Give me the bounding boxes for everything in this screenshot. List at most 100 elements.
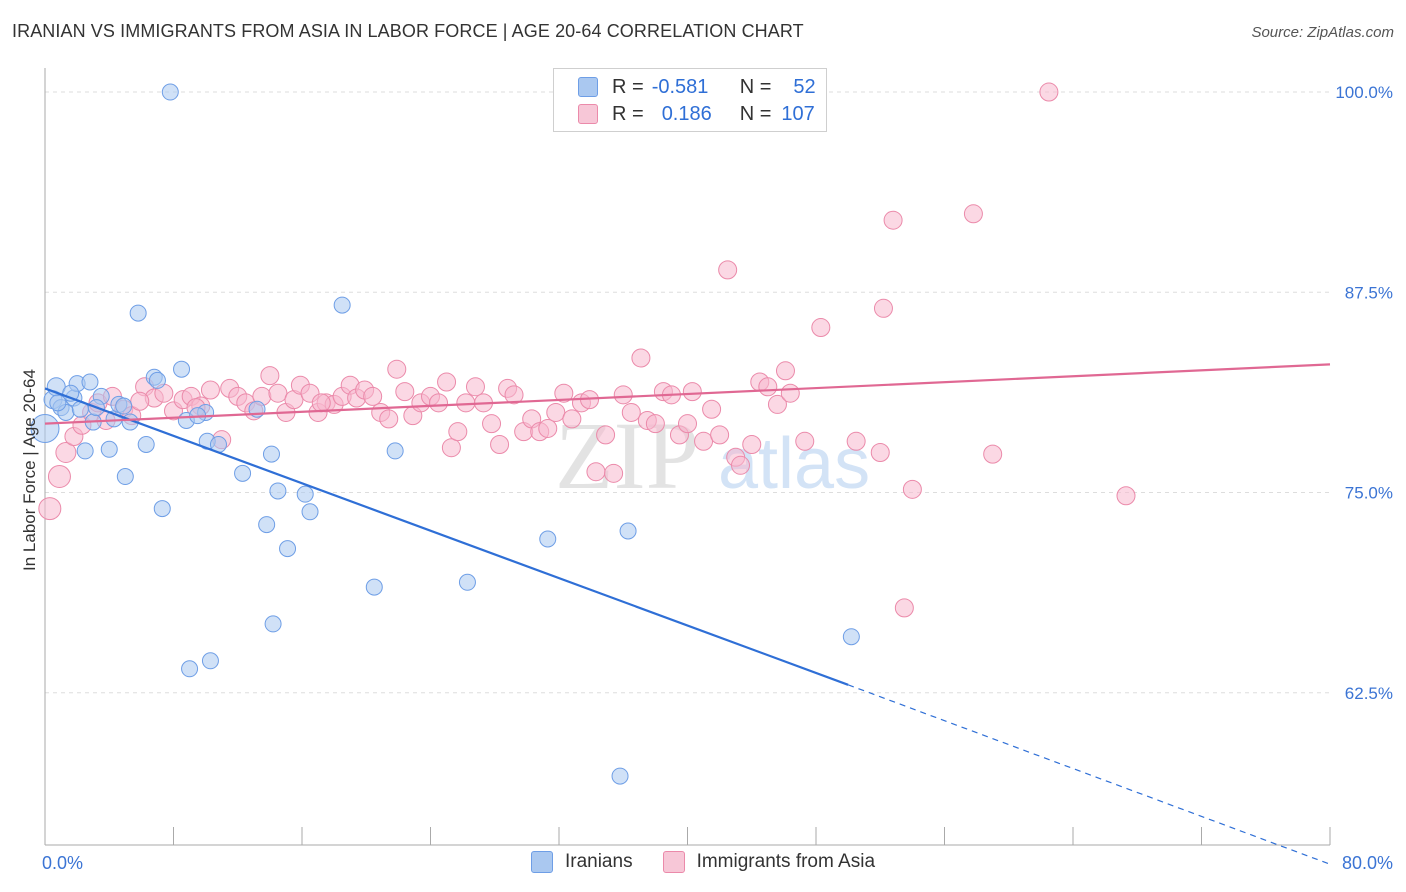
legend-swatch-asia: [662, 851, 685, 873]
legend-r-label: R =: [612, 75, 644, 98]
point-asia: [1116, 486, 1136, 506]
chart-title: IRANIAN VS IMMIGRANTS FROM ASIA IN LABOR…: [12, 21, 804, 41]
point-asia: [504, 385, 524, 405]
point-asia: [767, 394, 787, 414]
point-asia: [562, 409, 582, 429]
point-asia: [38, 497, 62, 521]
point-asia: [268, 383, 288, 403]
legend-item-iranians[interactable]: Iranians: [530, 851, 633, 873]
point-asia: [456, 393, 476, 413]
point-iranians: [30, 413, 60, 443]
legend-n-label: N =: [739, 75, 772, 98]
point-asia: [780, 383, 800, 403]
point-iranians: [153, 500, 171, 518]
point-asia: [873, 298, 893, 318]
point-asia: [47, 465, 71, 489]
point-asia: [731, 455, 751, 475]
point-asia: [870, 442, 890, 462]
y-tick-label: 100.0%: [1335, 83, 1393, 102]
point-iranians: [81, 373, 99, 391]
source-credit: Source: ZipAtlas.com: [1251, 24, 1394, 41]
point-asia: [448, 422, 468, 442]
point-asia: [846, 431, 866, 451]
point-iranians: [386, 442, 404, 460]
point-asia: [983, 444, 1003, 464]
point-asia: [894, 598, 914, 618]
point-asia: [437, 372, 457, 392]
point-asia: [554, 383, 574, 403]
point-asia: [482, 414, 502, 434]
legend-n-value: 107: [781, 102, 815, 125]
trend-line-asia: [44, 363, 1331, 425]
point-iranians: [148, 371, 166, 389]
point-asia: [429, 393, 449, 413]
point-iranians: [365, 578, 383, 596]
point-asia: [631, 348, 651, 368]
y-axis-label: In Labor Force | Age 20-64: [20, 369, 39, 571]
point-iranians: [842, 628, 860, 646]
point-iranians: [161, 83, 179, 101]
point-asia: [678, 414, 697, 434]
point-asia: [645, 414, 665, 434]
trend-line-iranians: [44, 387, 849, 686]
point-iranians: [264, 615, 282, 633]
legend-r-value: -0.581: [651, 75, 709, 98]
point-iranians: [262, 445, 280, 463]
point-iranians: [333, 296, 351, 314]
point-asia: [682, 382, 702, 402]
point-iranians: [539, 530, 557, 548]
point-asia: [775, 361, 795, 381]
point-asia: [613, 385, 633, 405]
point-asia: [811, 318, 831, 338]
point-asia: [621, 402, 641, 422]
point-asia: [883, 210, 903, 230]
point-asia: [902, 479, 922, 499]
point-iranians: [181, 660, 199, 678]
y-tick-label: 62.5%: [1345, 684, 1393, 703]
axes: [44, 68, 1331, 846]
point-iranians: [173, 360, 191, 378]
point-asia: [379, 409, 399, 429]
point-asia: [441, 438, 461, 458]
point-asia: [395, 382, 415, 402]
point-asia: [963, 204, 983, 224]
point-iranians: [296, 485, 314, 503]
point-iranians: [611, 767, 629, 785]
point-iranians: [116, 468, 134, 486]
point-asia: [130, 391, 150, 411]
point-asia: [200, 380, 220, 400]
point-asia: [465, 377, 485, 397]
legend-r-label: R =: [612, 102, 644, 125]
stats-legend: R = -0.581 N = 52 R = 0.186 N = 107: [553, 68, 827, 132]
point-asia: [604, 463, 624, 483]
point-asia: [586, 462, 606, 482]
point-iranians: [458, 573, 476, 591]
x-tick-label: 0.0%: [42, 853, 83, 873]
point-asia: [363, 386, 383, 406]
legend-row-iranians: R = -0.581 N = 52: [578, 74, 816, 100]
point-iranians: [129, 304, 147, 322]
legend-item-asia[interactable]: Immigrants from Asia: [662, 851, 876, 873]
point-iranians: [100, 440, 118, 458]
legend-r-value: 0.186: [661, 102, 712, 125]
y-tick-label: 75.0%: [1345, 484, 1393, 503]
point-asia: [1039, 82, 1059, 102]
point-asia: [260, 366, 280, 386]
point-asia: [55, 441, 77, 463]
point-iranians: [137, 435, 155, 453]
point-asia: [795, 431, 815, 451]
point-asia: [538, 418, 558, 438]
point-asia: [742, 434, 762, 454]
point-asia: [758, 377, 778, 397]
x-tick-label: 80.0%: [1342, 853, 1393, 873]
legend-label-asia: Immigrants from Asia: [696, 851, 876, 872]
legend-row-asia: R = 0.186 N = 107: [578, 101, 815, 127]
point-asia: [694, 431, 714, 451]
point-iranians: [258, 516, 276, 534]
point-iranians: [619, 522, 637, 540]
trend-line-iranians-extrapolated: [847, 684, 1331, 865]
point-iranians: [76, 442, 94, 460]
point-asia: [311, 393, 331, 413]
point-asia: [710, 425, 730, 445]
